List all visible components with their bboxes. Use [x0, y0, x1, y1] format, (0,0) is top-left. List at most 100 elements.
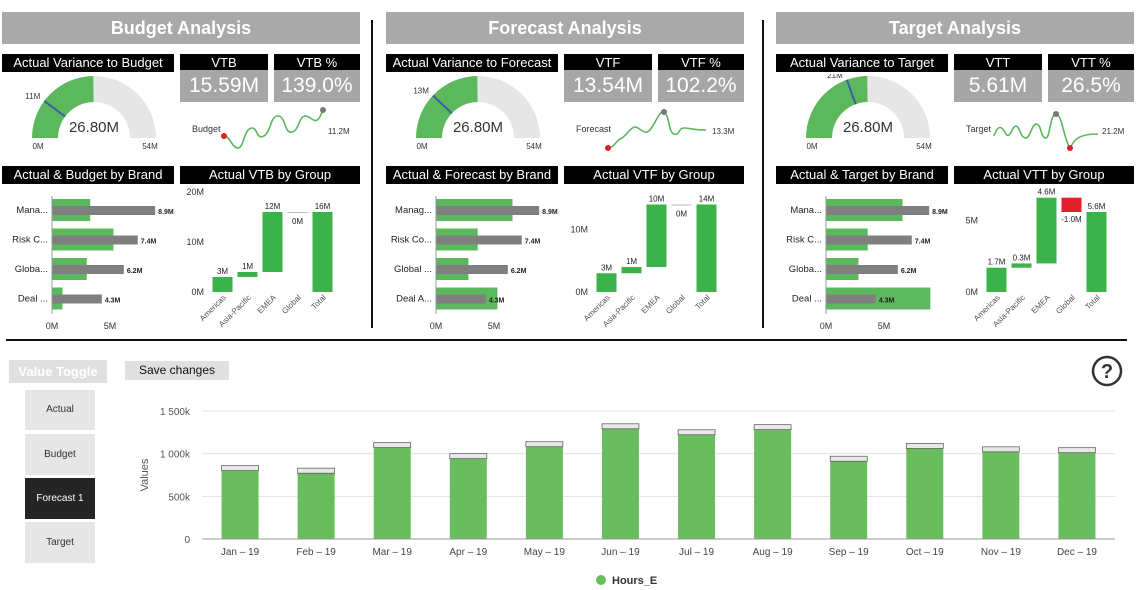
- main-y-tick: 1 000k: [160, 450, 191, 461]
- toggle-option-forecast-1[interactable]: Forecast 1: [25, 478, 95, 519]
- main-bar-cap: [1058, 447, 1096, 454]
- value-toggle-title: Value Toggle: [9, 360, 107, 383]
- budget-brand-bar-chart: Mana... 8.9M Risk C... 7.4M Globa... 6.2M Deal…: [12, 196, 174, 331]
- toggle-option-actual[interactable]: Actual: [25, 390, 95, 430]
- main-x-label: Dec – 19: [1057, 547, 1097, 558]
- brand-compare-bar: [52, 265, 124, 274]
- spark-low-point: [605, 145, 611, 151]
- main-bar[interactable]: [601, 428, 639, 539]
- waterfall-bar: [212, 277, 233, 292]
- waterfall-bar: [596, 273, 617, 292]
- question-circle-icon[interactable]: ?: [1090, 354, 1124, 388]
- main-bar[interactable]: [1058, 452, 1096, 539]
- forecast-gauge: 26.80M 13M 0M 54M: [413, 76, 542, 151]
- spark-low-point: [221, 133, 227, 139]
- toggle-option-target[interactable]: Target: [25, 522, 95, 563]
- main-bar[interactable]: [678, 434, 716, 539]
- brand-compare-bar: [436, 206, 540, 215]
- main-y-tick: 0: [184, 535, 190, 546]
- main-x-label: Mar – 19: [372, 547, 412, 558]
- brand-label: Globa...: [789, 264, 822, 275]
- target-banner: Target Analysis: [776, 12, 1134, 44]
- spark-high-point: [661, 109, 667, 115]
- waterfall-x-label: Global: [664, 293, 687, 316]
- budget-kpi1-label: VTB: [180, 54, 268, 72]
- brand-value-label: 6.2M: [511, 268, 527, 275]
- waterfall-y-tick: 10M: [570, 225, 588, 235]
- main-bar[interactable]: [373, 447, 411, 539]
- brand-value-label: 7.4M: [915, 239, 931, 246]
- waterfall-bar: [262, 212, 283, 272]
- target-gauge: 26.80M 21M 0M 54M: [806, 74, 932, 151]
- waterfall-value-label: 1M: [626, 257, 637, 266]
- gauge-fill: [416, 76, 478, 138]
- spark-end-label: 13.3M: [712, 127, 735, 136]
- brand-label: Deal ...: [18, 294, 48, 305]
- section-divider: [371, 20, 373, 328]
- main-bar[interactable]: [449, 458, 487, 539]
- target-kpi2-value: 26.5%: [1048, 70, 1134, 102]
- main-bar[interactable]: [525, 446, 563, 539]
- main-bar[interactable]: [982, 451, 1020, 539]
- brand-label: Mana...: [790, 205, 822, 216]
- main-bar-cap: [297, 467, 335, 474]
- brand-compare-bar: [52, 206, 156, 215]
- waterfall-bar: [646, 204, 667, 267]
- waterfall-value-label: 0.3M: [1013, 253, 1031, 262]
- brand-value-label: 6.2M: [127, 268, 143, 275]
- waterfall-y-tick: 0M: [965, 287, 978, 297]
- gauge-value-label: 26.80M: [843, 119, 893, 136]
- gauge-min-label: 0M: [806, 142, 817, 151]
- gauge-target-marker: [845, 79, 857, 105]
- waterfall-value-label: 5.6M: [1088, 202, 1106, 211]
- gauge-target-label: 21M: [827, 74, 843, 80]
- spark-line: [223, 109, 324, 149]
- forecast-kpi2-label: VTF %: [658, 54, 744, 72]
- main-bar[interactable]: [297, 473, 335, 539]
- brand-compare-bar: [826, 294, 876, 304]
- waterfall-x-label: EMEA: [1030, 293, 1053, 316]
- main-bar-cap: [677, 429, 716, 436]
- spark-high-point: [320, 107, 326, 113]
- waterfall-bar: [287, 212, 308, 213]
- section-divider: [762, 20, 764, 328]
- budget-kpi2-value: 139.0%: [274, 70, 360, 102]
- main-bar-cap: [601, 423, 640, 430]
- save-changes-button[interactable]: Save changes: [125, 361, 229, 380]
- main-bar[interactable]: [830, 461, 868, 539]
- main-x-label: Oct – 19: [906, 547, 944, 558]
- waterfall-value-label: 14M: [699, 195, 715, 204]
- brand-value-label: 4.3M: [489, 298, 505, 305]
- waterfall-value-label: 1M: [242, 262, 253, 271]
- forecast-kpi1-label: VTF: [564, 54, 652, 72]
- brand-value-label: 4.3M: [105, 298, 121, 305]
- forecast-sparkline: Forecast 13.3M: [576, 109, 735, 151]
- waterfall-bar: [237, 272, 258, 277]
- toggle-option-budget[interactable]: Budget: [25, 434, 95, 475]
- main-y-tick: 500k: [168, 492, 191, 503]
- gauge-max-label: 54M: [526, 142, 542, 151]
- brand-compare-bar: [436, 235, 522, 245]
- brand-label: Manag...: [395, 205, 432, 216]
- forecast-waterfall-title: Actual VTF by Group: [564, 166, 744, 184]
- waterfall-bar: [1011, 263, 1032, 268]
- gauge-value-label: 26.80M: [69, 119, 119, 136]
- main-x-label: May – 19: [524, 547, 566, 558]
- horizontal-divider: [6, 339, 1127, 341]
- brand-x-tick: 0M: [430, 321, 443, 331]
- spark-end-label: 21.2M: [1102, 127, 1125, 136]
- spark-end-label: 11.2M: [328, 127, 350, 136]
- main-bar[interactable]: [754, 429, 792, 539]
- waterfall-y-tick: 0M: [575, 287, 588, 297]
- waterfall-x-label: Total: [310, 293, 328, 311]
- brand-label: Risk C...: [786, 235, 822, 246]
- legend-swatch: [596, 575, 606, 585]
- main-bar[interactable]: [906, 448, 944, 539]
- brand-compare-bar: [436, 265, 508, 274]
- main-bar[interactable]: [221, 470, 259, 539]
- brand-compare-bar: [52, 294, 102, 304]
- spark-line: [607, 111, 707, 149]
- waterfall-value-label: 1.7M: [988, 258, 1006, 267]
- budget-waterfall-chart: 0M10M20M3MAmericas1MAsia-Pacific12MEMEA0…: [186, 187, 333, 329]
- spark-high-point: [1053, 111, 1059, 117]
